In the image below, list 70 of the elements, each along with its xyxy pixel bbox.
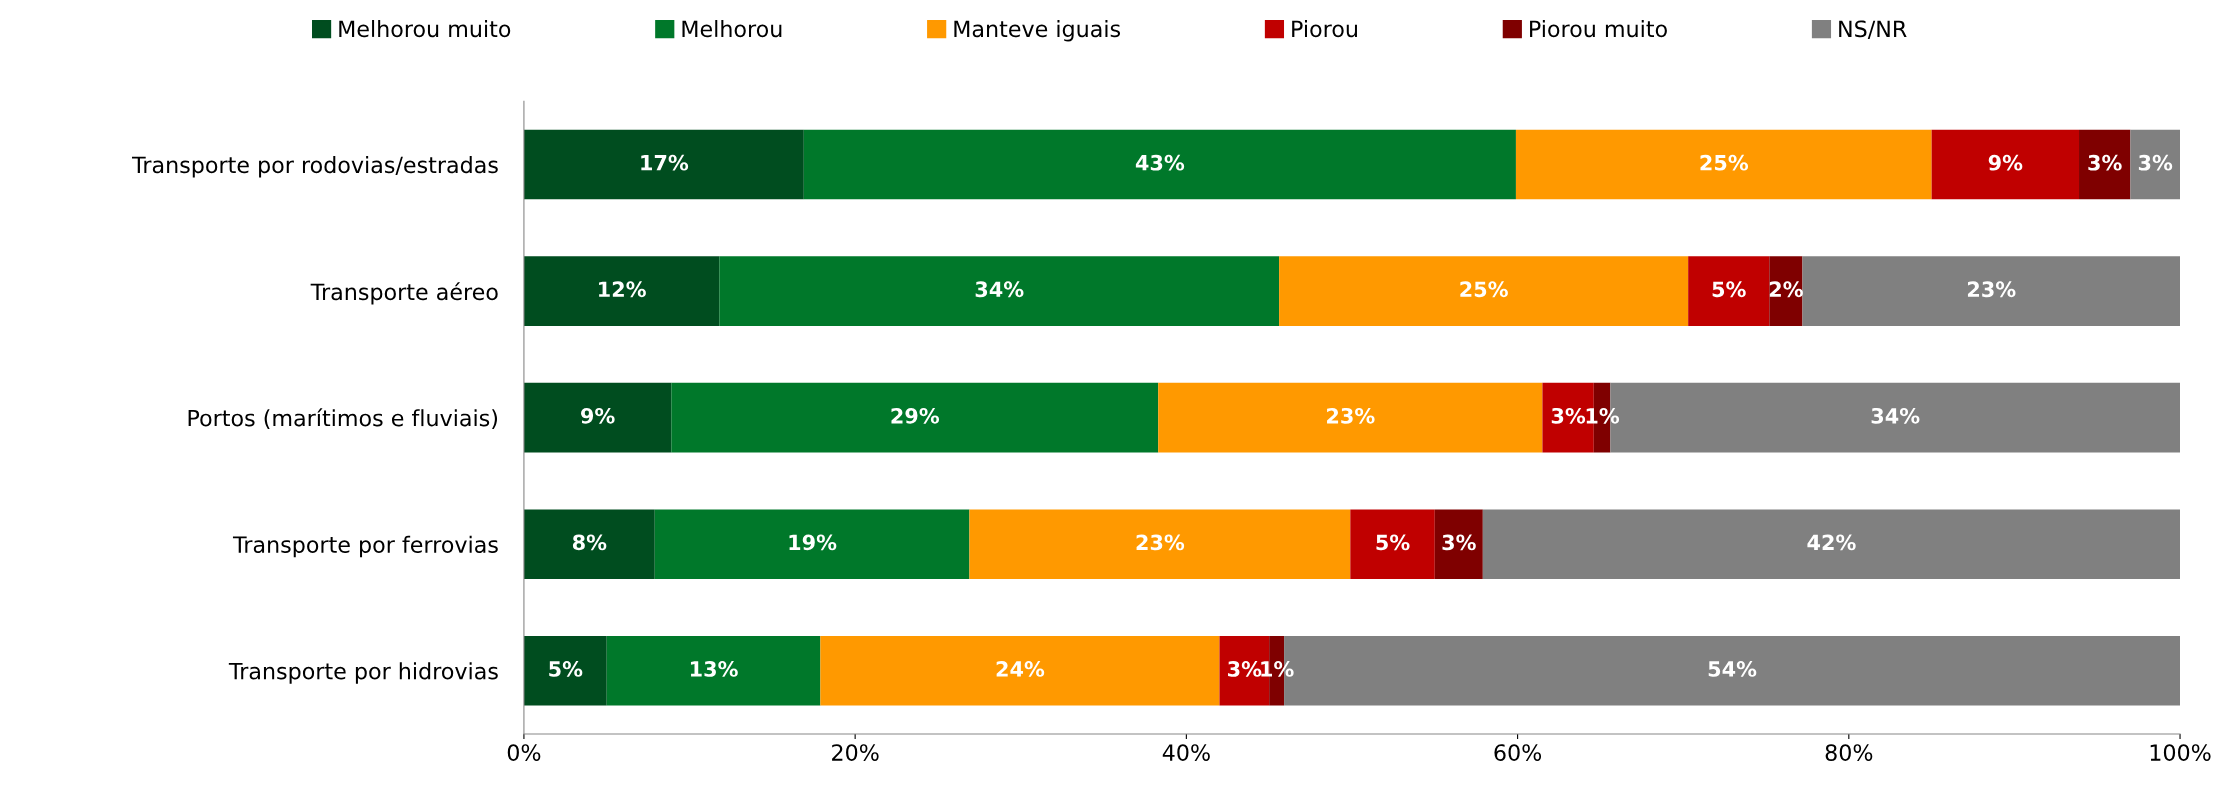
- data-label: 42%: [1807, 534, 1856, 551]
- bar: [1931, 129, 2080, 200]
- data-label: 23%: [1967, 281, 2016, 298]
- data-label: 29%: [891, 407, 940, 424]
- data-label: 12%: [599, 281, 646, 298]
- x-tick-label: 80%: [1825, 744, 1873, 761]
- bar: [1158, 382, 1543, 453]
- bar: [606, 635, 821, 706]
- data-label: 2%: [1769, 281, 1803, 298]
- data-label: 23%: [1327, 407, 1375, 424]
- legend-label: Manteve iguais: [954, 20, 1121, 42]
- data-label: 5%: [549, 661, 583, 677]
- x-tick-label: 60%: [1494, 744, 1542, 761]
- data-label: 3%: [1551, 407, 1586, 424]
- bar: [1482, 509, 2181, 580]
- data-label: 5%: [1376, 534, 1410, 551]
- x-tick-label: 40%: [1162, 744, 1210, 761]
- y-tick-label: Portos (marítimos e fluviais): [188, 408, 498, 430]
- data-label: 17%: [641, 154, 689, 171]
- data-label: 3%: [2088, 154, 2122, 171]
- bar: [523, 635, 607, 706]
- bar: [523, 129, 804, 200]
- data-label: 54%: [1708, 661, 1757, 677]
- bar: [1688, 256, 1770, 326]
- y-tick-label: Transporte aéreo: [310, 282, 498, 305]
- data-label: 23%: [1136, 534, 1185, 551]
- bar: [1802, 256, 2181, 326]
- data-label: 25%: [1700, 154, 1749, 171]
- data-label: 1%: [1261, 661, 1294, 677]
- data-label: 3%: [1442, 534, 1476, 551]
- bar: [803, 129, 1516, 200]
- data-label: 9%: [1988, 154, 2023, 171]
- legend-label: Melhorou muito: [339, 20, 511, 38]
- legend-label: NS/NR: [1839, 20, 1907, 39]
- bar: [523, 382, 672, 453]
- data-label: 24%: [996, 661, 1045, 677]
- legend-label: Piorou muito: [1530, 20, 1667, 38]
- data-label: 3%: [1228, 661, 1262, 677]
- data-label: 25%: [1460, 281, 1508, 298]
- data-label: 8%: [572, 534, 607, 551]
- bar: [2130, 129, 2181, 200]
- bar: [523, 256, 720, 326]
- y-tick-label: Transporte por hidrovias: [228, 662, 498, 684]
- bar: [654, 509, 970, 580]
- x-tick-label: 20%: [832, 744, 879, 761]
- data-label: 19%: [789, 534, 837, 551]
- data-label: 34%: [975, 281, 1024, 298]
- data-label: 3%: [2138, 154, 2173, 171]
- y-tick-label: Transporte por rodovias/estradas: [131, 156, 498, 178]
- x-tick-label: 100%: [2150, 744, 2211, 761]
- bar: [1515, 129, 1932, 200]
- bar: [523, 509, 655, 580]
- data-label: 43%: [1135, 154, 1185, 171]
- y-tick-label: Transporte por ferrovias: [232, 535, 498, 558]
- data-label: 34%: [1871, 407, 1920, 424]
- bar: [1434, 509, 1483, 580]
- data-label: 13%: [690, 661, 738, 677]
- bar: [1350, 509, 1435, 580]
- bar: [1279, 256, 1689, 326]
- legend-label: Melhorou: [682, 20, 782, 38]
- legend-label: Piorou: [1292, 20, 1357, 38]
- data-label: 9%: [581, 407, 615, 424]
- bar: [969, 509, 1351, 580]
- data-label: 5%: [1712, 281, 1746, 298]
- x-tick-label: 0%: [507, 744, 541, 761]
- bar: [671, 382, 1159, 453]
- bar: [2079, 129, 2131, 200]
- bar: [820, 635, 1220, 706]
- bar: [719, 256, 1280, 326]
- bar: [1769, 256, 1803, 326]
